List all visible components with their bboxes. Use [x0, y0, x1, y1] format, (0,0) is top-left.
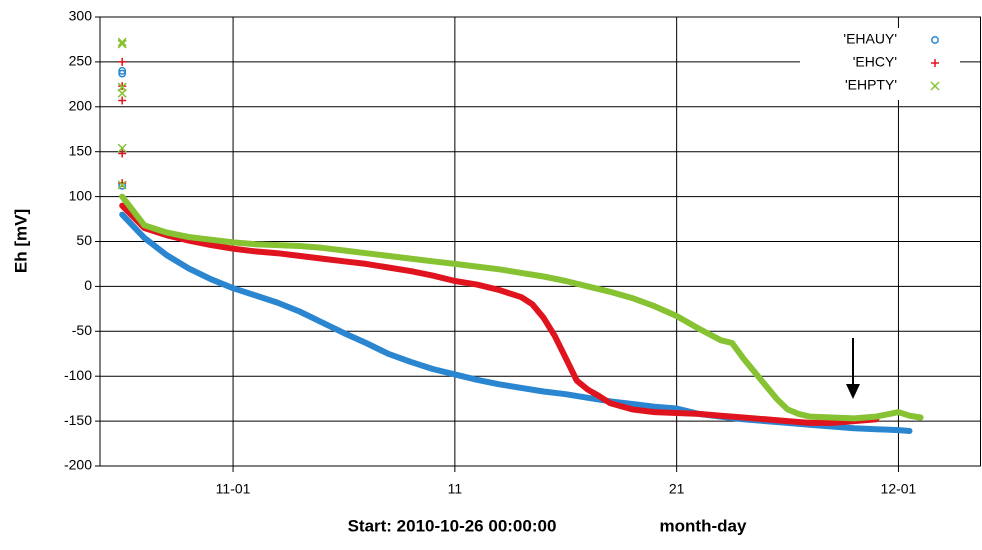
legend-label: 'EHPTY': [845, 77, 897, 93]
marker: [117, 88, 127, 98]
y-tick-label: 50: [76, 232, 92, 248]
y-tick-label: 250: [69, 53, 93, 69]
y-tick-label: -150: [64, 412, 92, 428]
y-tick-label: 0: [84, 277, 92, 293]
marker: [931, 36, 939, 44]
x-tick-label: 11: [448, 481, 463, 497]
y-tick-label: 200: [69, 98, 93, 114]
x-tick-label: 11-01: [216, 481, 251, 497]
legend-label: 'EHAUY': [843, 31, 897, 47]
y-tick-label: 150: [69, 142, 93, 158]
marker: [118, 66, 127, 75]
y-tick-label: 100: [69, 187, 93, 203]
x-tick-label: 21: [669, 481, 685, 497]
x-axis-label: Start: 2010-10-26 00:00:00: [348, 516, 557, 535]
plot-frame: [99, 16, 981, 467]
marker: [117, 39, 127, 49]
y-tick-label: -200: [64, 457, 92, 473]
marker: [117, 180, 127, 190]
marker: [117, 37, 127, 47]
marker: [117, 143, 127, 153]
y-tick-label: 300: [69, 8, 93, 24]
arrow-annotation: [846, 338, 860, 399]
x-tick-label: 12-01: [881, 481, 917, 497]
legend-label: 'EHCY': [853, 54, 897, 70]
y-axis-label: Eh [mV]: [11, 209, 30, 273]
marker: [118, 69, 127, 78]
y-tick-label: -100: [64, 367, 92, 383]
series-line: [119, 202, 880, 426]
plot-area: [117, 37, 924, 434]
marker: [930, 81, 940, 91]
series-line: [119, 193, 924, 422]
x-axis-unit: month-day: [660, 516, 747, 535]
marker: [118, 149, 127, 158]
y-tick-label: -50: [72, 322, 92, 338]
marker: [118, 57, 127, 66]
marker: [931, 59, 939, 67]
marker: [118, 96, 127, 105]
legend: 'EHAUY' 'EHCY' 'EHPTY': [800, 28, 960, 100]
